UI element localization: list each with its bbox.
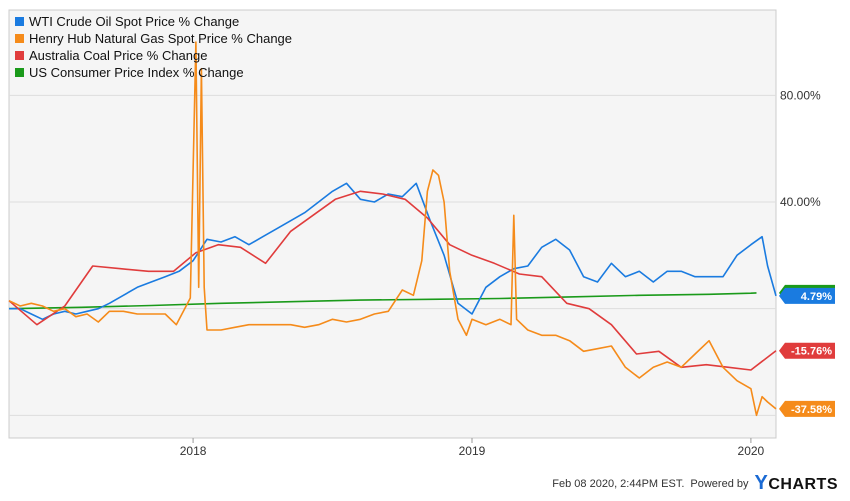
series-line [9,182,777,321]
y-tick-label: 80.00% [780,88,821,102]
end-label-badge [779,287,835,304]
end-labels: 5.92%4.79%-15.76%-37.58% [779,284,835,417]
legend: WTI Crude Oil Spot Price % Change Henry H… [15,14,292,80]
grid [9,94,776,416]
end-label-badge [779,400,835,417]
powered-by: Powered by [690,477,749,490]
legend-swatch [15,68,24,77]
footer: Feb 08 2020, 2:44PM EST. Powered by YCHA… [552,472,838,495]
y-tick-label: 40.00% [780,195,821,209]
x-tick-label: 2018 [180,444,207,458]
timestamp: Feb 08 2020, 2:44PM EST. [552,477,685,490]
series-line [8,292,757,310]
legend-label: US Consumer Price Index % Change [29,65,244,80]
x-tick-label: 2019 [459,444,486,458]
end-label-value: -15.76% [791,346,832,358]
end-label-value: -37.58% [791,404,832,416]
series-line [8,41,777,417]
x-axis-labels: 2018 2019 2020 [180,438,765,458]
legend-swatch [15,17,24,26]
series-line [8,190,777,371]
legend-swatch [15,34,24,43]
x-tick-label: 2020 [738,444,765,458]
y-axis-labels: 80.00% 40.00% [780,88,821,209]
legend-label: Australia Coal Price % Change [29,48,207,63]
legend-swatch [15,51,24,60]
legend-label: WTI Crude Oil Spot Price % Change [29,14,239,29]
end-label-badge [779,342,835,359]
series-lines [8,41,777,417]
ycharts-logo[interactable]: YCHARTS [754,472,838,494]
plot-background [8,9,777,439]
legend-label: Henry Hub Natural Gas Spot Price % Chang… [29,31,292,46]
end-label-value: 4.79% [801,291,832,303]
